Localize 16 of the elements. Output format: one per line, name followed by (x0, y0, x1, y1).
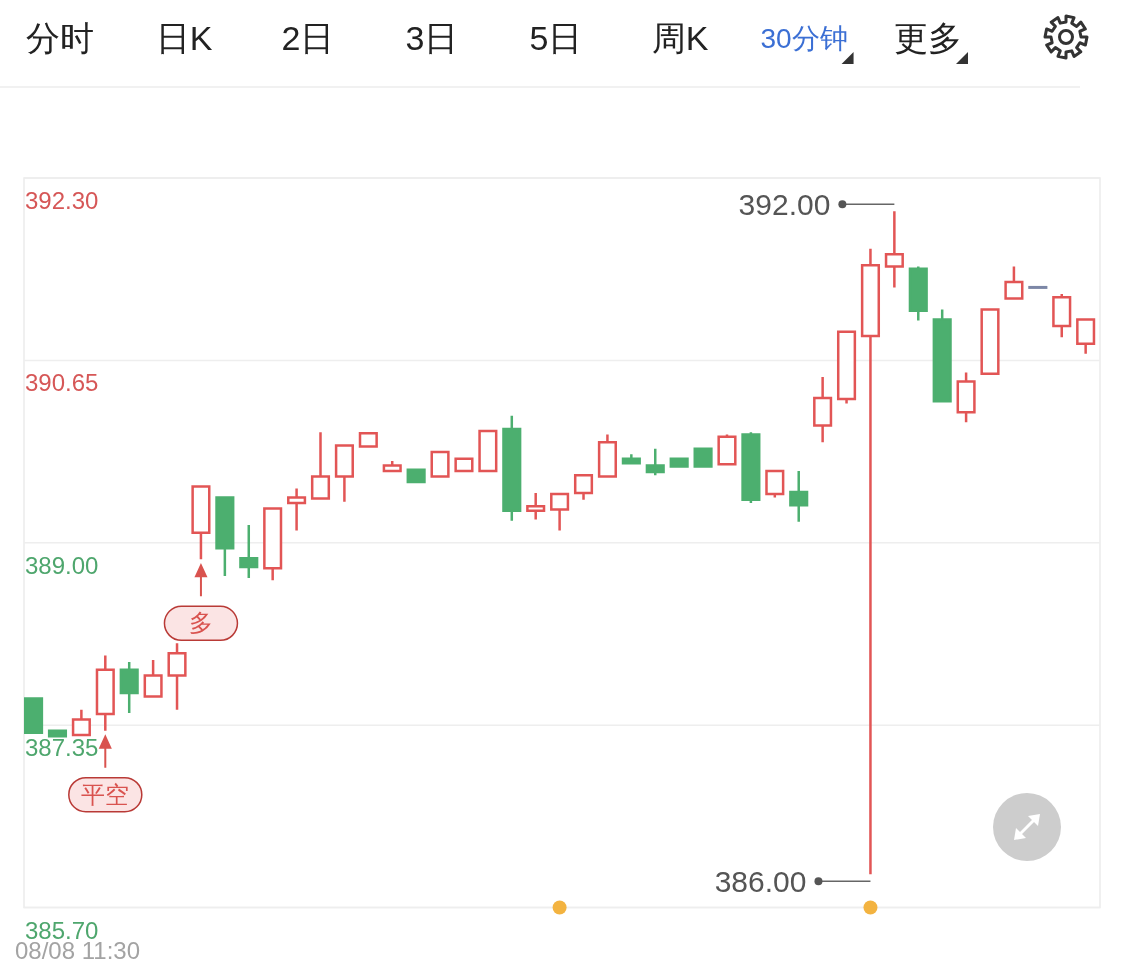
tab-label: 周K (651, 19, 709, 57)
tab-label: 3日 (405, 19, 459, 57)
tab-label: 日K (155, 19, 213, 57)
annotation: 386.00 (714, 865, 807, 899)
tab-label: 分时 (26, 19, 94, 57)
annotation: 392.00 (738, 188, 831, 222)
tab-label: 更多 (894, 19, 962, 57)
y-tick-label: 389.00 (25, 551, 99, 579)
annotation: 多 (188, 609, 213, 637)
tab-label: 2日 (281, 19, 335, 57)
y-tick-label: 392.30 (25, 187, 99, 214)
y-tick-label: 387.35 (25, 734, 99, 762)
y-tick-label: 390.65 (25, 369, 99, 397)
tab-label: 5日 (529, 19, 583, 57)
annotation: 平空 (81, 780, 130, 808)
tab-label: 30分钟 (760, 23, 848, 54)
